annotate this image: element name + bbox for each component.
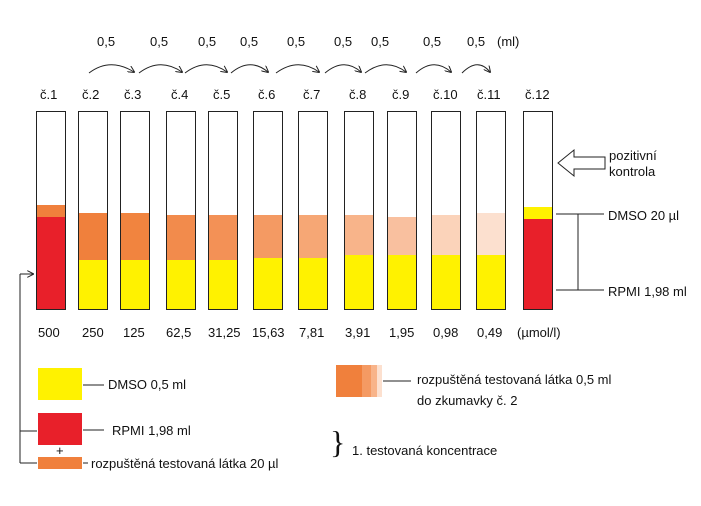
test-tube-1 (36, 111, 66, 310)
transfer-volume: 0,5 (198, 34, 217, 49)
legend-transfer-label: rozpuštěná testovaná látka 0,5 ml (417, 372, 612, 387)
dmso-layer (79, 260, 107, 309)
legend-dmso-label: DMSO 0,5 ml (108, 377, 187, 392)
substance-layer (121, 213, 149, 260)
legend-rpmi-label: RPMI 1,98 ml (112, 423, 191, 438)
dmso-layer (254, 258, 282, 309)
concentration-value: 500 (38, 325, 60, 340)
concentration-value: 3,91 (345, 325, 371, 340)
substance-layer (254, 215, 282, 258)
tube-label: č.12 (525, 87, 550, 102)
substance-layer (299, 215, 327, 258)
rpmi-layer (37, 217, 65, 309)
dmso-layer (167, 260, 195, 309)
positive-control-label: pozitivní (609, 148, 657, 163)
tube-label: č.10 (433, 87, 458, 102)
transfer-volume: 0,5 (240, 34, 259, 49)
positive-control-arrow (557, 148, 606, 178)
concentration-value: 125 (123, 325, 145, 340)
dmso-layer (388, 255, 416, 309)
concentration-value: 7,81 (299, 325, 325, 340)
transfer-arrow (324, 64, 361, 73)
concentration-value: 31,25 (208, 325, 241, 340)
transfer-volume: 0,5 (287, 34, 306, 49)
test-tube-6 (253, 111, 283, 310)
transfer-unit: (ml) (497, 34, 520, 49)
positive-control-label: kontrola (609, 164, 656, 179)
substance-layer (167, 215, 195, 260)
tube-label: č.6 (258, 87, 276, 102)
rpmi-annotation: RPMI 1,98 ml (608, 284, 687, 299)
legend-transfer-label: do zkumavky č. 2 (417, 393, 518, 408)
concentration-value: 0,98 (433, 325, 459, 340)
substance-layer (209, 215, 237, 260)
dmso-layer (209, 260, 237, 309)
transfer-gradient-swatch (336, 365, 382, 397)
transfer-volume: 0,5 (467, 34, 486, 49)
tube-label: č.5 (213, 87, 231, 102)
substance-layer (79, 213, 107, 260)
test-tube-12 (523, 111, 553, 310)
transfer-volume: 0,5 (423, 34, 442, 49)
test-tube-3 (120, 111, 150, 310)
substance-layer (477, 213, 505, 255)
dmso-layer (299, 258, 327, 309)
transfer-arrow (138, 64, 182, 74)
concentration-value: 15,63 (252, 325, 285, 340)
first-concentration-label: 1. testovaná koncentrace (352, 443, 498, 458)
tube-label: č.7 (303, 87, 321, 102)
tube-label: č.11 (477, 87, 501, 102)
tube-label: č.3 (124, 87, 142, 102)
substance-layer (345, 215, 373, 255)
tube-label: č.4 (171, 87, 189, 102)
dmso-layer (121, 260, 149, 309)
rpmi-swatch (38, 413, 82, 445)
test-tube-10 (431, 111, 461, 310)
substance-layer (432, 215, 460, 255)
concentration-value: 250 (82, 325, 104, 340)
transfer-volume: 0,5 (371, 34, 390, 49)
concentration-value: 0,49 (477, 325, 503, 340)
transfer-arrow (461, 64, 490, 73)
legend-dissolved-label: rozpuštěná testovaná látka 20 µl (91, 456, 279, 471)
transfer-volume: 0,5 (97, 34, 116, 49)
tube-label: č.9 (392, 87, 410, 102)
transfer-arrow (88, 64, 134, 74)
test-tube-11 (476, 111, 506, 310)
tube-label: č.1 (40, 87, 58, 102)
dissolved-substance-layer (37, 205, 65, 217)
transfer-arrow (415, 64, 451, 73)
transfer-volume: 0,5 (150, 34, 169, 49)
dmso-layer (345, 255, 373, 309)
transfer-volume: 0,5 (334, 34, 353, 49)
test-tube-8 (344, 111, 374, 310)
dmso-layer (477, 255, 505, 309)
dmso-layer (432, 255, 460, 309)
transfer-arrow (184, 64, 227, 74)
substance-layer (388, 217, 416, 255)
test-tube-5 (208, 111, 238, 310)
tube-label: č.2 (82, 87, 100, 102)
concentration-unit: (µmol/l) (517, 325, 561, 340)
brace: } (330, 424, 346, 460)
transfer-arrow (275, 64, 319, 74)
test-tube-9 (387, 111, 417, 310)
dissolved-substance-swatch (38, 457, 82, 469)
concentration-value: 1,95 (389, 325, 415, 340)
plus-sign: + (56, 443, 64, 458)
tube-label: č.8 (349, 87, 367, 102)
dmso-layer (524, 207, 552, 219)
concentration-value: 62,5 (166, 325, 192, 340)
dmso-swatch (38, 368, 82, 400)
transfer-arrow (364, 64, 406, 74)
test-tube-7 (298, 111, 328, 310)
test-tube-2 (78, 111, 108, 310)
rpmi-layer (524, 219, 552, 309)
transfer-arrow (230, 64, 268, 74)
dmso-annotation: DMSO 20 µl (608, 208, 680, 223)
test-tube-4 (166, 111, 196, 310)
